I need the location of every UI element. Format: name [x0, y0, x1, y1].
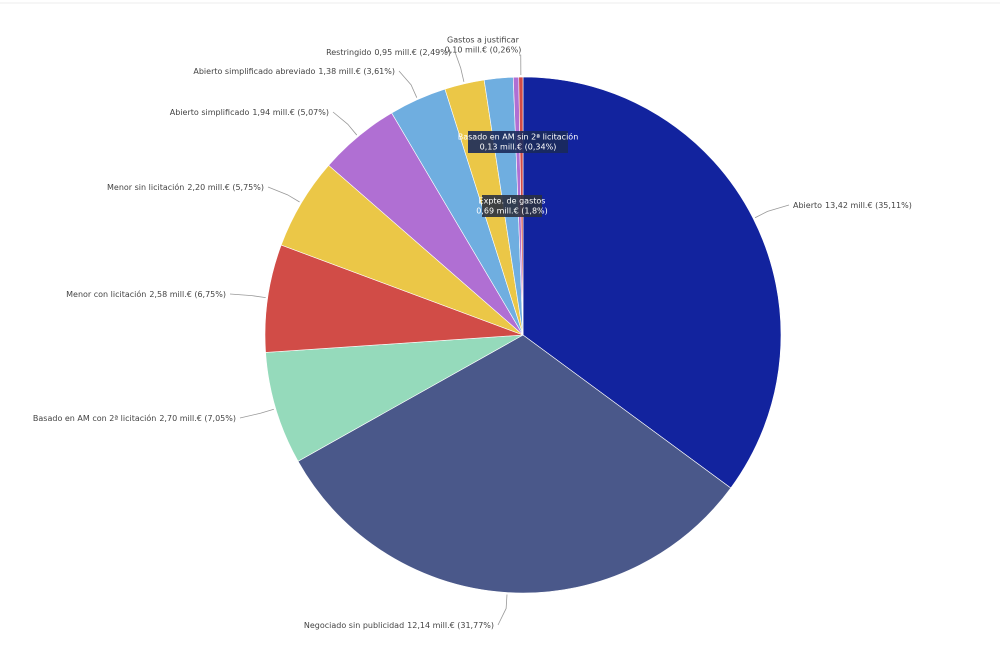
- slice-value-label: 2,58 mill.€ (6,75%): [149, 290, 226, 299]
- leader-line: [754, 204, 790, 219]
- slice-label: Abierto simplificado abreviado 1,38 mill.…: [193, 67, 395, 76]
- slice-category: Basado en AM con 2ª licitación: [33, 413, 156, 423]
- slice-value-label: 0,10 mill.€ (0,26%): [445, 46, 522, 55]
- leader-line: [519, 54, 522, 76]
- pie-slice: [522, 76, 782, 489]
- slice-value-label: 2,20 mill.€ (5,75%): [187, 183, 264, 192]
- slice-label: Restringido 0,95 mill.€ (2,49%): [326, 48, 451, 57]
- pie-slice: [265, 334, 524, 462]
- slice-category: Restringido: [326, 48, 371, 57]
- slice-label: Menor con licitación 2,58 mill.€ (6,75%): [66, 289, 226, 299]
- slice-label: Negociado sin publicidad 12,14 mill.€ (31…: [304, 621, 494, 630]
- slice-value-label: 0,69 mill.€ (1,8%): [476, 207, 548, 216]
- leader-line: [332, 111, 358, 136]
- leader-line: [454, 51, 465, 82]
- slice-category: Expte. de gastos: [479, 197, 546, 206]
- tooltip-box: [482, 195, 542, 217]
- slice-value-label: 1,94 mill.€ (5,07%): [252, 108, 329, 117]
- slices: [264, 76, 782, 594]
- slice-value-label: 2,70 mill.€ (7,05%): [159, 414, 236, 423]
- slice-category: Negociado sin publicidad: [304, 621, 404, 630]
- slice-value-label: 12,14 mill.€ (31,77%): [407, 621, 494, 630]
- leader-line: [239, 408, 274, 419]
- slice-value-label: 1,38 mill.€ (3,61%): [318, 67, 395, 76]
- slice-value-label: 13,42 mill.€ (35,11%): [825, 201, 912, 210]
- slice-value-label: 0,95 mill.€ (2,49%): [374, 48, 451, 57]
- slice-category: Menor con licitación: [66, 289, 146, 299]
- pie-slice: [264, 244, 524, 353]
- slice-category: Basado en AM sin 2ª licitación: [458, 132, 579, 142]
- slice-label: Abierto 13,42 mill.€ (35,11%): [793, 201, 912, 210]
- slice-category: Menor sin licitación: [107, 182, 184, 192]
- pie-slice: [297, 334, 732, 594]
- slice-label: Menor sin licitación 2,20 mill.€ (5,75%): [107, 182, 264, 192]
- leader-line: [229, 293, 266, 299]
- slice-category: Abierto: [793, 201, 822, 210]
- slice-category: Gastos a justificar: [447, 36, 520, 45]
- leader-line: [267, 186, 300, 203]
- leader-line: [497, 594, 508, 626]
- tooltip-box: [468, 131, 568, 153]
- slice-category: Abierto simplificado abreviado: [193, 67, 315, 76]
- leader-line: [398, 70, 418, 98]
- labels: Abierto 13,42 mill.€ (35,11%) Negociado si…: [33, 36, 912, 630]
- slice-value-label: 0,13 mill.€ (0,34%): [480, 143, 557, 152]
- slice-category: Abierto simplificado: [170, 108, 250, 117]
- slice-label: Basado en AM con 2ª licitación 2,70 mill.…: [33, 413, 236, 423]
- slice-label: Abierto simplificado 1,94 mill.€ (5,07%): [170, 108, 329, 117]
